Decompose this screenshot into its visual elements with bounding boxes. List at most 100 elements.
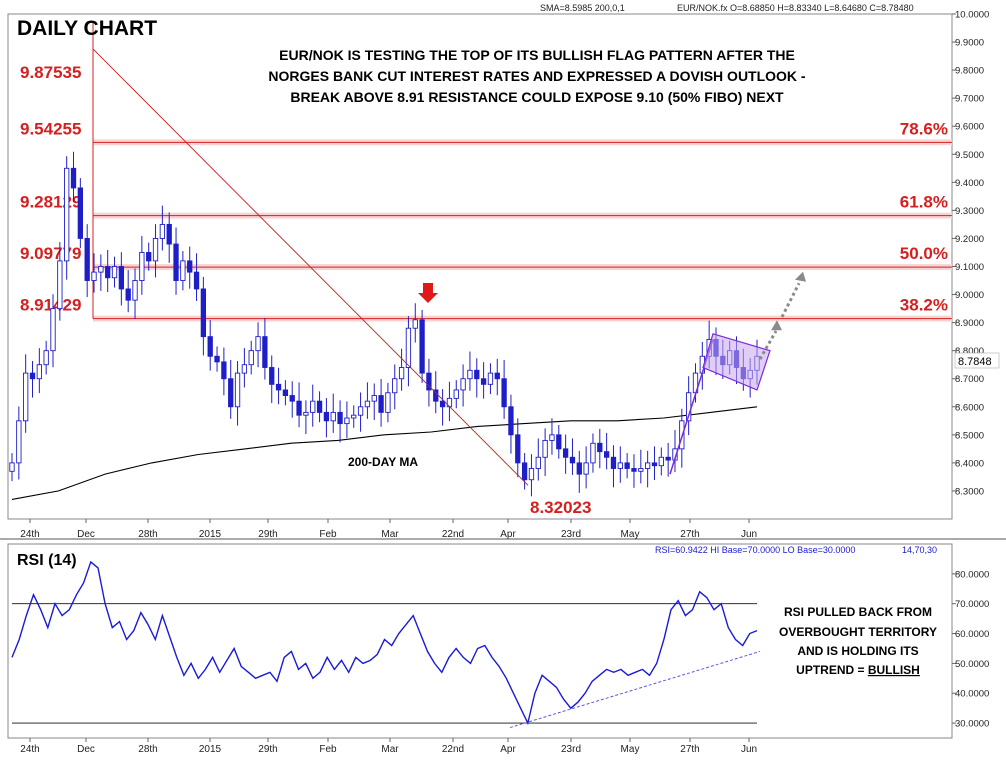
ohlc-info: EUR/NOK.fx O=8.68850 H=8.83340 L=8.64680… bbox=[677, 3, 914, 13]
x-tick-label: Apr bbox=[500, 529, 516, 540]
x-tick-label: 29th bbox=[258, 744, 277, 755]
candle-body bbox=[624, 462, 630, 469]
candle-body bbox=[43, 350, 49, 366]
ma-label: 200-DAY MA bbox=[348, 455, 418, 469]
candle-body bbox=[521, 462, 528, 481]
swing-low-label: 8.32023 bbox=[530, 498, 591, 517]
candle-body bbox=[105, 266, 111, 279]
x-tick-label: 29th bbox=[258, 529, 277, 540]
price-tick-label: 8.3000 bbox=[955, 486, 984, 497]
x-axes: 24th 24th Dec Dec 28th 28th 2015 2015 29th 29th Fe… bbox=[20, 519, 757, 755]
candle-body bbox=[152, 237, 159, 262]
x-tick-label: Feb bbox=[319, 529, 337, 540]
fib-pct-label: 50.0% bbox=[900, 244, 948, 263]
price-tick-label: 9.7000 bbox=[955, 94, 984, 105]
candle-body bbox=[617, 462, 623, 469]
rsi-params: 14,70,30 bbox=[902, 545, 937, 555]
candle-body bbox=[480, 378, 487, 385]
price-tick-label: 9.3000 bbox=[955, 206, 984, 217]
candle-body bbox=[576, 462, 582, 475]
candle-body bbox=[118, 266, 125, 290]
rsi-tick-label: 80.0000 bbox=[955, 569, 989, 580]
fib-pct-label: 61.8% bbox=[900, 193, 948, 212]
candle-body bbox=[282, 389, 289, 397]
candle-body bbox=[180, 260, 186, 281]
rsi-panel-frame bbox=[7, 543, 953, 739]
x-tick-label: 23rd bbox=[561, 529, 581, 540]
x-tick-label: 2015 bbox=[199, 744, 222, 755]
projection-path-2 bbox=[780, 282, 801, 318]
candle-body bbox=[91, 271, 97, 281]
x-tick-label: Jun bbox=[741, 744, 757, 755]
candle-body bbox=[556, 434, 562, 450]
candle-body bbox=[378, 395, 384, 413]
candle-body bbox=[50, 308, 56, 352]
candle-body bbox=[405, 327, 412, 368]
candle-body bbox=[262, 336, 268, 368]
candle-body bbox=[98, 266, 104, 273]
candle-body bbox=[583, 462, 589, 475]
price-tick-label: 9.4000 bbox=[955, 178, 984, 189]
swing-high-label: 9.87535 bbox=[20, 63, 81, 82]
candle-body bbox=[542, 439, 548, 458]
x-tick-label: 27th bbox=[680, 744, 699, 755]
candle-body bbox=[29, 372, 36, 380]
candle-body bbox=[330, 411, 336, 422]
rsi-title: RSI (14) bbox=[17, 552, 77, 569]
rsi-line bbox=[11, 560, 758, 726]
rsi-info: RSI=60.9422 HI Base=70.0000 LO Base=30.0… bbox=[655, 545, 855, 555]
candle-body bbox=[166, 223, 172, 245]
projection-path-1 bbox=[758, 330, 778, 360]
swing-trend-line bbox=[92, 48, 529, 486]
sma-200-line bbox=[11, 406, 758, 500]
fib-price-label: 8.91429 bbox=[20, 296, 81, 315]
candle-body bbox=[64, 167, 70, 262]
candle-body bbox=[310, 400, 316, 413]
candle-body bbox=[487, 372, 494, 385]
candle-body bbox=[528, 468, 535, 481]
candle-body bbox=[644, 462, 651, 469]
x-tick-label: Feb bbox=[319, 744, 337, 755]
candle-body bbox=[9, 462, 15, 472]
candle-body bbox=[371, 395, 377, 402]
rsi-note-line-1: RSI PULLED BACK FROM bbox=[784, 605, 932, 619]
candle-body bbox=[23, 372, 29, 422]
rsi-tick-label: 60.0000 bbox=[955, 629, 989, 640]
candle-body bbox=[501, 378, 507, 408]
annotation-line-2: NORGES BANK CUT INTEREST RATES AND EXPRE… bbox=[268, 68, 806, 84]
projection-arrowhead-2 bbox=[795, 271, 806, 282]
price-tick-label: 8.7000 bbox=[955, 374, 984, 385]
candle-body bbox=[289, 395, 295, 402]
candle-body bbox=[303, 411, 309, 416]
rsi-tick-label: 30.0000 bbox=[955, 719, 989, 730]
candle-body bbox=[597, 442, 603, 453]
candle-body bbox=[36, 364, 42, 380]
fib-pct-label: 38.2% bbox=[900, 296, 948, 315]
x-tick-label: May bbox=[621, 529, 640, 540]
candle-body bbox=[241, 364, 248, 374]
candle-body bbox=[146, 252, 152, 262]
candle-body bbox=[398, 367, 405, 380]
x-tick-label: Apr bbox=[500, 744, 516, 755]
fib-price-label: 9.28129 bbox=[20, 193, 81, 212]
candle-body bbox=[515, 434, 521, 464]
current-price-box bbox=[954, 352, 1000, 369]
rsi-note-emphasis: BULLISH bbox=[868, 663, 920, 677]
candle-body bbox=[535, 456, 541, 469]
candle-body bbox=[193, 271, 200, 290]
x-tick-label: 28th bbox=[138, 744, 157, 755]
candle-body bbox=[316, 400, 323, 413]
candle-body bbox=[187, 260, 193, 273]
price-tick-label: 9.2000 bbox=[955, 234, 984, 245]
candle-body bbox=[508, 406, 514, 436]
x-tick-label: Mar bbox=[381, 529, 399, 540]
candle-body bbox=[159, 223, 166, 239]
x-tick-label: 23rd bbox=[561, 744, 581, 755]
candle-body bbox=[439, 400, 446, 408]
x-tick-label: Jun bbox=[741, 529, 757, 540]
candle-body bbox=[200, 288, 207, 338]
candle-body bbox=[658, 456, 664, 467]
candle-body bbox=[323, 411, 330, 422]
candle-body bbox=[549, 434, 555, 441]
candle-body bbox=[221, 361, 227, 380]
